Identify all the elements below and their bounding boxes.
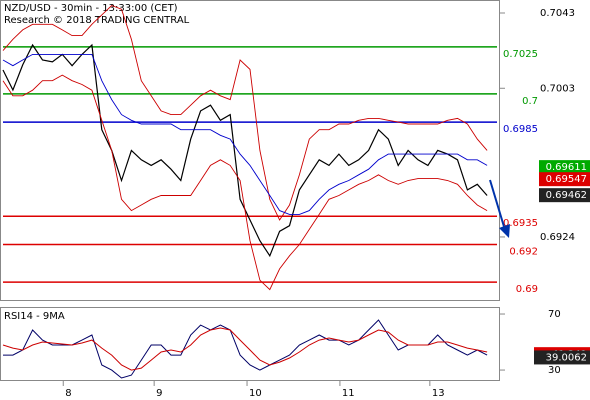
- level-label: 0.7: [522, 96, 538, 107]
- x-tick-label: 10: [249, 388, 262, 399]
- value-marker: [539, 160, 590, 175]
- value-marker-label: 0.69462: [546, 190, 587, 201]
- x-tick-label: 9: [156, 388, 162, 399]
- value-marker-label: 39.0062: [546, 352, 587, 363]
- arrow-shaft: [489, 179, 506, 231]
- y-tick-label: 0.7043: [540, 8, 575, 19]
- indicator-line: [2, 53, 488, 215]
- rsi-y-tick-label: 70: [548, 309, 561, 320]
- x-tick-label: 13: [432, 388, 445, 399]
- x-tick-label: 11: [342, 388, 355, 399]
- chart-subtitle: Research © 2018 TRADING CENTRAL: [4, 15, 190, 26]
- rsi-line: [2, 327, 488, 371]
- indicator-line: [2, 4, 488, 221]
- rsi-y-tick-label: 30: [548, 365, 561, 376]
- value-marker: [534, 350, 590, 365]
- chart-title: NZD/USD - 30min - 13:33:00 (CET): [4, 3, 178, 14]
- x-tick-label: 8: [65, 388, 71, 399]
- value-marker: [539, 188, 590, 203]
- level-label: 0.7025: [503, 49, 538, 60]
- price-frame: [0, 0, 500, 301]
- rsi-frame: [0, 307, 500, 381]
- y-tick-label: 0.7003: [540, 83, 575, 94]
- value-marker-label: 0.69611: [546, 162, 587, 173]
- indicator-line: [2, 74, 488, 291]
- rsi-title: RSI14 - 9MA: [4, 311, 65, 322]
- forecast-arrow: [489, 179, 510, 238]
- level-label: 0.6985: [503, 124, 538, 135]
- level-label: 0.692: [509, 246, 538, 257]
- rsi-line: [3, 319, 488, 379]
- arrow-head: [499, 224, 510, 238]
- value-marker: [539, 172, 590, 187]
- level-label: 0.6935: [503, 218, 538, 229]
- y-tick-label: 0.6924: [540, 232, 575, 243]
- level-label: 0.69: [516, 284, 538, 295]
- value-marker-label: 0.69547: [546, 174, 587, 185]
